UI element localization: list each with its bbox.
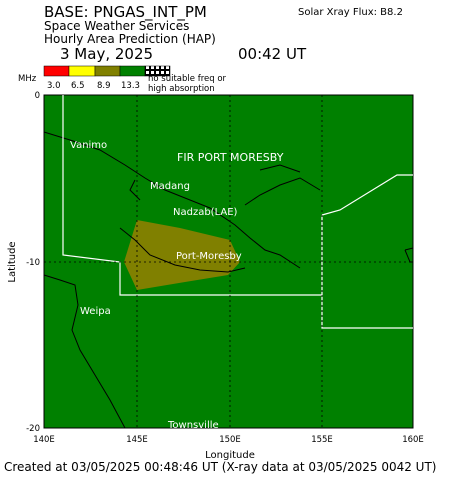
graticule: [44, 95, 413, 428]
legend-label: 6.5: [71, 81, 85, 91]
swatch: [94, 65, 121, 77]
place-label: Port-Moresby: [176, 251, 242, 262]
y-tick-label: -20: [26, 424, 40, 434]
legend: MHz 3.0 6.5 8.9 13.3 no suitable freq or…: [18, 65, 227, 94]
map-area: Vanimo FIR PORT MORESBY Madang Nadzab(LA…: [43, 94, 414, 431]
legend-unit: MHz: [18, 74, 37, 84]
place-label: Vanimo: [70, 140, 107, 151]
coastline: [43, 131, 414, 429]
org: Space Weather Services: [44, 19, 189, 33]
swatch: [144, 65, 171, 77]
x-tick-label: 160E: [402, 435, 424, 445]
y-tick-label: 0: [35, 91, 40, 101]
place-label: FIR PORT MORESBY: [177, 151, 284, 164]
y-tick-label: -10: [26, 258, 40, 268]
zone: [124, 220, 240, 290]
footer: Created at 03/05/2025 00:48:46 UT (X-ray…: [4, 460, 436, 474]
place-label: Weipa: [80, 306, 111, 317]
y-axis-title: Latitude: [7, 241, 18, 282]
x-tick-label: 155E: [311, 435, 333, 445]
x-tick-label: 150E: [219, 435, 241, 445]
legend-label: 13.3: [121, 81, 140, 91]
legend-note: high absorption: [148, 84, 215, 94]
place-label: Nadzab(LAE): [173, 207, 238, 218]
place-label: Madang: [150, 181, 190, 192]
xray-flux: Solar Xray Flux: B8.2: [298, 7, 403, 18]
time: 00:42 UT: [238, 45, 307, 63]
x-tick-label: 145E: [126, 435, 148, 445]
legend-note: no suitable freq or: [148, 74, 227, 84]
swatch: [68, 65, 96, 77]
swatch: [43, 65, 70, 77]
x-axis-title: Longitude: [205, 450, 255, 461]
base: BASE: PNGAS_INT_PM: [44, 3, 207, 22]
x-tick-label: 140E: [33, 435, 55, 445]
legend-label: 8.9: [97, 81, 111, 91]
date: 3 May, 2025: [60, 45, 153, 63]
swatch: [119, 65, 146, 77]
product: Hourly Area Prediction (HAP): [44, 32, 216, 46]
legend-label: 3.0: [47, 81, 61, 91]
place-label: Townsville: [167, 420, 219, 431]
